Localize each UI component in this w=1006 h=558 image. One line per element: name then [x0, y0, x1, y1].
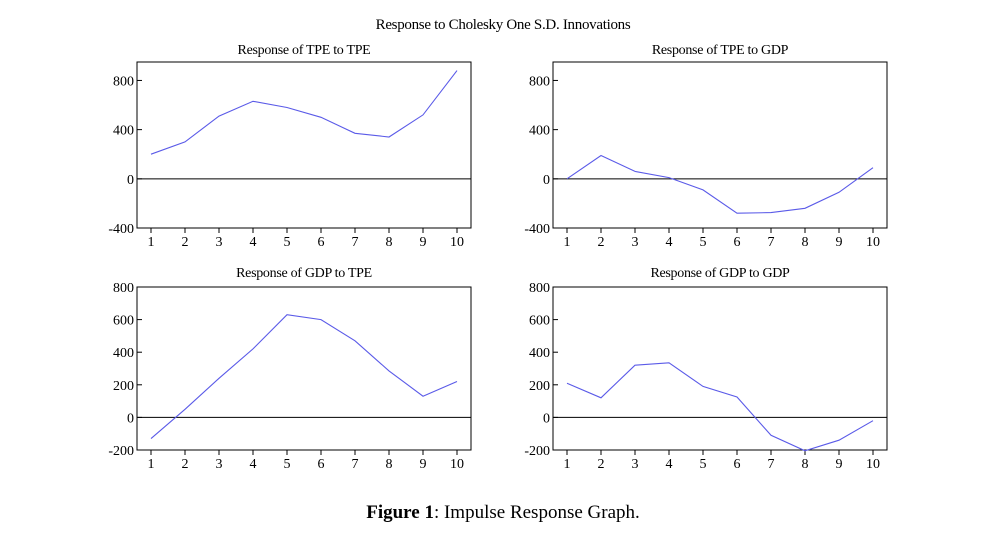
y-tick-label-tpe-to-tpe: 400	[113, 124, 134, 139]
x-tick-label-tpe-to-tpe: 6	[318, 235, 325, 250]
y-tick-label-tpe-to-gdp: 400	[529, 124, 550, 139]
y-tick-label-gdp-to-gdp: 200	[529, 379, 550, 394]
x-tick-label-tpe-to-gdp: 9	[836, 235, 843, 250]
x-tick-label-tpe-to-gdp: 7	[768, 235, 775, 250]
x-tick-label-gdp-to-gdp: 5	[700, 457, 707, 472]
x-tick-label-gdp-to-tpe: 8	[386, 457, 393, 472]
x-tick-label-tpe-to-gdp: 2	[598, 235, 605, 250]
y-tick-label-gdp-to-gdp: -200	[524, 444, 550, 459]
x-tick-label-gdp-to-tpe: 7	[352, 457, 359, 472]
x-tick-label-gdp-to-gdp: 4	[666, 457, 673, 472]
y-tick-label-gdp-to-tpe: 200	[113, 379, 134, 394]
x-tick-label-gdp-to-gdp: 7	[768, 457, 775, 472]
plot-frame-gdp-to-gdp	[552, 286, 888, 451]
response-line-tpe-to-tpe	[150, 70, 458, 155]
panel-title-tpe-to-tpe: Response of TPE to TPE	[237, 43, 371, 58]
figure-title: Response to Cholesky One S.D. Innovation…	[375, 17, 631, 33]
caption-text: : Impulse Response Graph.	[433, 502, 640, 523]
plot-frame-gdp-to-tpe	[136, 286, 472, 451]
figure-caption: Figure 1: Impulse Response Graph.	[0, 502, 1006, 524]
y-tick-label-tpe-to-tpe: 800	[113, 74, 134, 89]
y-tick-label-tpe-to-tpe: -400	[108, 222, 134, 237]
y-tick-label-gdp-to-gdp: 400	[529, 346, 550, 361]
x-tick-label-tpe-to-gdp: 10	[866, 235, 880, 250]
y-tick-label-tpe-to-tpe: 0	[127, 173, 134, 188]
x-tick-label-gdp-to-tpe: 1	[148, 457, 155, 472]
response-line-tpe-to-gdp	[566, 154, 874, 214]
x-tick-label-tpe-to-gdp: 8	[802, 235, 809, 250]
x-tick-label-tpe-to-tpe: 7	[352, 235, 359, 250]
x-tick-label-gdp-to-tpe: 2	[182, 457, 189, 472]
x-tick-label-tpe-to-gdp: 6	[734, 235, 741, 250]
y-tick-label-gdp-to-gdp: 600	[529, 314, 550, 329]
x-tick-label-gdp-to-gdp: 3	[632, 457, 639, 472]
x-tick-label-gdp-to-tpe: 9	[420, 457, 427, 472]
x-tick-label-tpe-to-tpe: 5	[284, 235, 291, 250]
plot-frame-tpe-to-gdp	[552, 61, 888, 229]
x-tick-label-gdp-to-tpe: 5	[284, 457, 291, 472]
x-tick-label-tpe-to-tpe: 2	[182, 235, 189, 250]
x-tick-label-gdp-to-tpe: 10	[450, 457, 464, 472]
x-tick-label-tpe-to-tpe: 1	[148, 235, 155, 250]
x-tick-label-gdp-to-gdp: 1	[564, 457, 571, 472]
response-line-gdp-to-gdp	[566, 362, 874, 452]
y-tick-label-tpe-to-gdp: -400	[524, 222, 550, 237]
plot-frame-tpe-to-tpe	[136, 61, 472, 229]
response-line-gdp-to-tpe	[150, 314, 458, 440]
x-tick-label-gdp-to-gdp: 2	[598, 457, 605, 472]
y-tick-label-gdp-to-tpe: 800	[113, 281, 134, 296]
panel-title-gdp-to-gdp: Response of GDP to GDP	[650, 266, 790, 281]
x-tick-label-gdp-to-tpe: 4	[250, 457, 257, 472]
panel-title-tpe-to-gdp: Response of TPE to GDP	[651, 43, 789, 58]
y-tick-label-gdp-to-gdp: 800	[529, 281, 550, 296]
y-tick-label-gdp-to-tpe: -200	[108, 444, 134, 459]
x-tick-label-tpe-to-tpe: 3	[216, 235, 223, 250]
x-tick-label-tpe-to-tpe: 8	[386, 235, 393, 250]
x-tick-label-tpe-to-gdp: 1	[564, 235, 571, 250]
x-tick-label-gdp-to-tpe: 6	[318, 457, 325, 472]
x-tick-label-gdp-to-tpe: 3	[216, 457, 223, 472]
x-tick-label-tpe-to-tpe: 10	[450, 235, 464, 250]
y-tick-label-gdp-to-tpe: 400	[113, 346, 134, 361]
x-tick-label-tpe-to-tpe: 9	[420, 235, 427, 250]
x-tick-label-gdp-to-gdp: 9	[836, 457, 843, 472]
panel-title-gdp-to-tpe: Response of GDP to TPE	[236, 266, 372, 281]
y-tick-label-gdp-to-tpe: 0	[127, 411, 134, 426]
caption-label: Figure 1	[366, 502, 434, 523]
y-tick-label-gdp-to-tpe: 600	[113, 314, 134, 329]
x-tick-label-tpe-to-tpe: 4	[250, 235, 257, 250]
y-tick-label-tpe-to-gdp: 0	[543, 173, 550, 188]
y-tick-label-tpe-to-gdp: 800	[529, 74, 550, 89]
x-tick-label-gdp-to-gdp: 8	[802, 457, 809, 472]
x-tick-label-gdp-to-gdp: 6	[734, 457, 741, 472]
x-tick-label-tpe-to-gdp: 5	[700, 235, 707, 250]
x-tick-label-tpe-to-gdp: 3	[632, 235, 639, 250]
y-tick-label-gdp-to-gdp: 0	[543, 411, 550, 426]
x-tick-label-gdp-to-gdp: 10	[866, 457, 880, 472]
x-tick-label-tpe-to-gdp: 4	[666, 235, 673, 250]
